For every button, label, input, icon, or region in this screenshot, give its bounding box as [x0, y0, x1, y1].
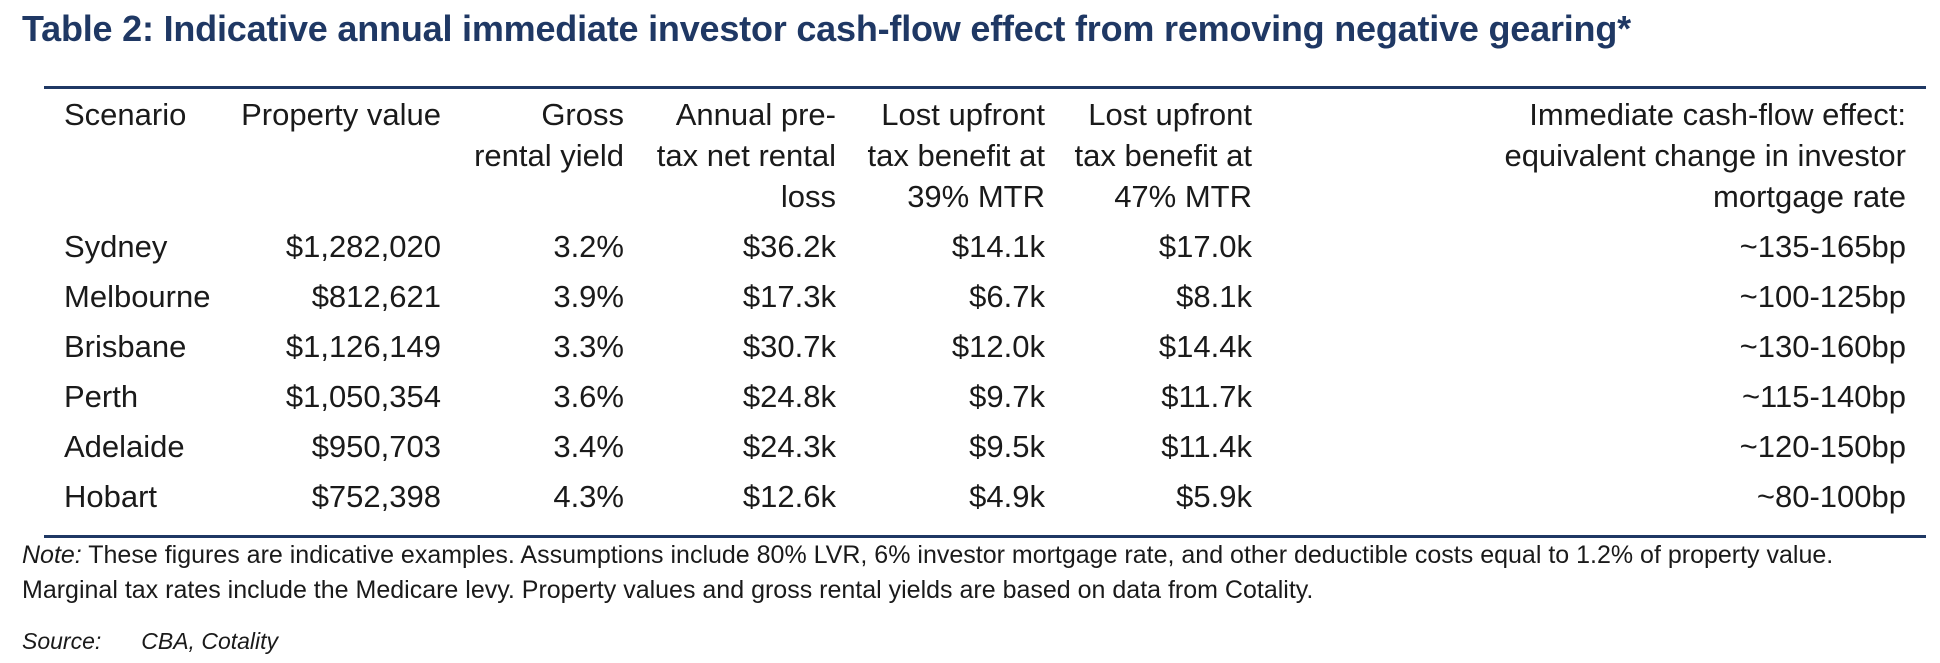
cell-property-value: $1,050,354 — [285, 379, 441, 414]
cell-net-rental-loss: $36.2k — [742, 229, 836, 264]
table-bottom-rule — [44, 535, 1926, 538]
header-gross-rental-yield: Gross rental yield — [474, 97, 624, 173]
source-label: Source: — [22, 628, 102, 654]
note-label: Note: — [22, 541, 82, 569]
cell-net-rental-loss: $30.7k — [742, 329, 836, 364]
table-top-rule — [44, 86, 1926, 89]
cell-scenario: Perth — [64, 379, 139, 414]
cell-lost-benefit-47: $11.4k — [1161, 429, 1252, 464]
cell-lost-benefit-39: $9.5k — [969, 429, 1045, 464]
header-property-value: Property value — [241, 97, 441, 132]
source-line: Source: CBA, Cotality — [22, 628, 278, 655]
cell-gross-rental-yield: 3.4% — [553, 429, 624, 464]
note-text: These figures are indicative examples. A… — [22, 541, 1834, 604]
cell-property-value: $812,621 — [311, 279, 441, 314]
source-value: CBA, Cotality — [141, 628, 279, 654]
cell-cash-flow-effect: ~100-125bp — [1739, 279, 1906, 314]
cell-gross-rental-yield: 3.3% — [553, 329, 624, 364]
cell-net-rental-loss: $24.8k — [742, 379, 836, 414]
cell-gross-rental-yield: 3.6% — [553, 379, 624, 414]
table-row: Melbourne $812,621 3.9% $17.3k $6.7k $8.… — [44, 272, 1926, 322]
table-row: Hobart $752,398 4.3% $12.6k $4.9k $5.9k … — [44, 472, 1926, 522]
cell-property-value: $950,703 — [311, 429, 441, 464]
table-row: Perth $1,050,354 3.6% $24.8k $9.7k $11.7… — [44, 372, 1926, 422]
cell-property-value: $752,398 — [311, 479, 441, 514]
cell-lost-benefit-39: $6.7k — [969, 279, 1045, 314]
cell-lost-benefit-47: $14.4k — [1158, 329, 1252, 364]
cell-lost-benefit-39: $14.1k — [951, 229, 1045, 264]
cell-gross-rental-yield: 3.9% — [553, 279, 624, 314]
cell-scenario: Melbourne — [64, 279, 211, 314]
table-row: Sydney $1,282,020 3.2% $36.2k $14.1k $17… — [44, 222, 1926, 272]
cell-net-rental-loss: $12.6k — [742, 479, 836, 514]
cell-scenario: Hobart — [64, 479, 158, 514]
header-row: Scenario Property value Gross rental yie… — [44, 94, 1926, 222]
cell-net-rental-loss: $24.3k — [742, 429, 836, 464]
cell-scenario: Sydney — [64, 229, 168, 264]
cell-net-rental-loss: $17.3k — [742, 279, 836, 314]
footnote: Note: These figures are indicative examp… — [22, 538, 1922, 608]
header-scenario: Scenario — [64, 97, 187, 132]
data-table: Scenario Property value Gross rental yie… — [44, 94, 1926, 522]
cell-property-value: $1,282,020 — [285, 229, 441, 264]
header-annual-net-rental-loss: Annual pre-tax net rental loss — [656, 97, 836, 214]
cell-cash-flow-effect: ~115-140bp — [1741, 379, 1906, 414]
cell-scenario: Brisbane — [64, 329, 187, 364]
table-row: Adelaide $950,703 3.4% $24.3k $9.5k $11.… — [44, 422, 1926, 472]
cell-lost-benefit-47: $8.1k — [1176, 279, 1252, 314]
cell-property-value: $1,126,149 — [285, 329, 441, 364]
cell-scenario: Adelaide — [64, 429, 185, 464]
cell-gross-rental-yield: 3.2% — [553, 229, 624, 264]
table-row: Brisbane $1,126,149 3.3% $30.7k $12.0k $… — [44, 322, 1926, 372]
cell-lost-benefit-39: $12.0k — [951, 329, 1045, 364]
table-title: Table 2: Indicative annual immediate inv… — [22, 8, 1631, 49]
cell-cash-flow-effect: ~120-150bp — [1739, 429, 1906, 464]
header-cash-flow-effect: Immediate cash-flow effect: equivalent c… — [1504, 97, 1906, 214]
header-lost-benefit-47: Lost upfront tax benefit at 47% MTR — [1074, 97, 1252, 214]
cell-lost-benefit-47: $11.7k — [1161, 379, 1252, 414]
cell-cash-flow-effect: ~80-100bp — [1756, 479, 1906, 514]
cell-gross-rental-yield: 4.3% — [553, 479, 624, 514]
cell-lost-benefit-47: $5.9k — [1176, 479, 1252, 514]
cell-lost-benefit-39: $9.7k — [969, 379, 1045, 414]
cell-lost-benefit-39: $4.9k — [969, 479, 1045, 514]
cell-lost-benefit-47: $17.0k — [1158, 229, 1252, 264]
cell-cash-flow-effect: ~130-160bp — [1739, 329, 1906, 364]
header-lost-benefit-39: Lost upfront tax benefit at 39% MTR — [867, 97, 1045, 214]
cell-cash-flow-effect: ~135-165bp — [1739, 229, 1906, 264]
